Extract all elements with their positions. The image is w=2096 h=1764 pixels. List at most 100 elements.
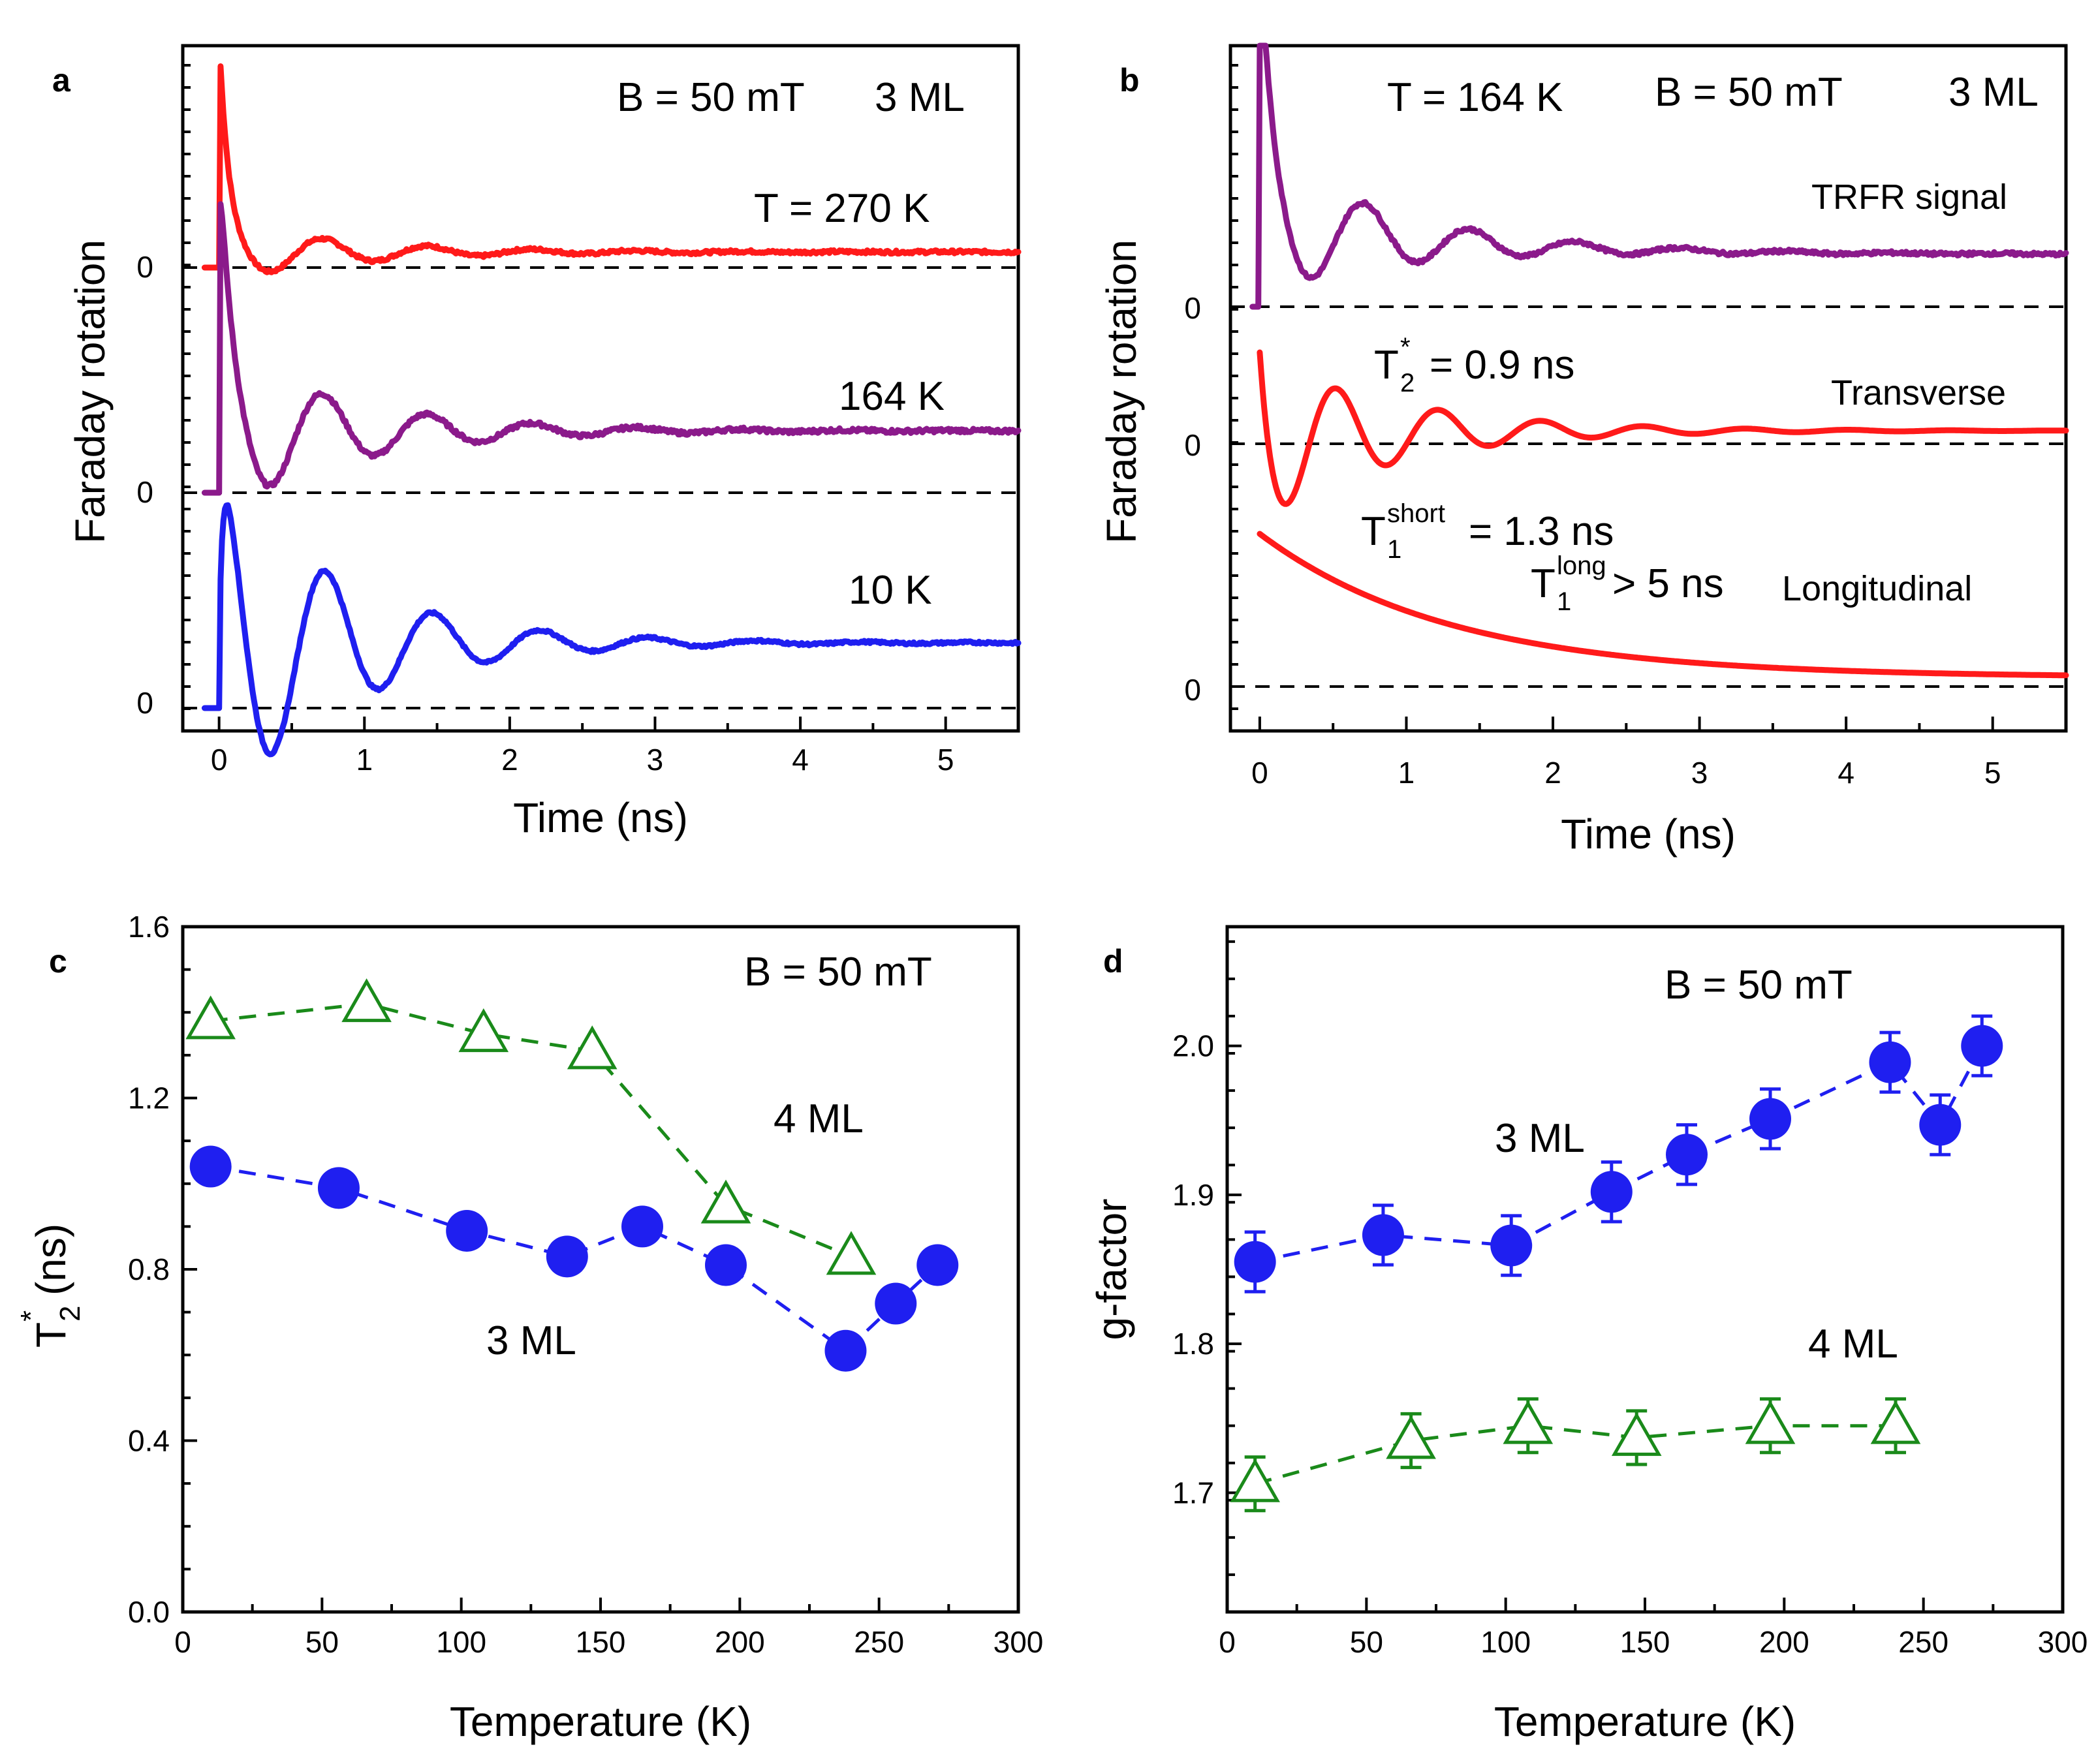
panel-d-x-axis-label: Temperature (K) [1494, 1698, 1796, 1745]
panel-b-t1-long-annotation: T 1 long > 5 ns [1531, 551, 1724, 616]
panel-d-x-tick-label: 300 [2038, 1625, 2088, 1659]
svg-text:short: short [1387, 499, 1445, 528]
panel-c-point-triangle [826, 1231, 877, 1275]
panel-c-point-triangle [567, 1025, 618, 1070]
panel-b-zero-lines [1230, 305, 2066, 688]
panel-c-series [185, 978, 959, 1372]
panel-d-y-tick-label: 1.7 [1172, 1476, 1214, 1509]
panel-a-trace-purple [201, 201, 1022, 496]
panel-d-point-circle [1919, 1104, 1962, 1146]
panel-a-traces [201, 63, 1022, 758]
panel-b-label: b [1119, 62, 1140, 99]
panel-b-x-tick-label: 2 [1544, 756, 1561, 790]
panel-c: c 0 50 100 150 200 250 300 0.0 0.4 0.8 1.2 1.6 B = … [15, 910, 1043, 1745]
svg-text:1: 1 [1557, 587, 1571, 616]
panel-a-x-tick-label: 5 [937, 743, 954, 777]
panel-b-temperature-annotation: T = 164 K [1387, 75, 1563, 120]
panel-a-x-tick-label: 1 [356, 743, 373, 777]
panel-c-point-circle [317, 1167, 360, 1209]
panel-d-point-circle [1362, 1214, 1404, 1256]
panel-a-thickness-annotation: 3 ML [875, 75, 965, 120]
svg-text:= 1.3 ns: = 1.3 ns [1469, 509, 1614, 554]
panel-b-zero-label-transverse: 0 [1184, 428, 1201, 462]
svg-text:T: T [1374, 343, 1399, 388]
panel-c-point-circle [546, 1235, 588, 1278]
panel-c-label-4ml: 4 ML [774, 1096, 864, 1141]
panel-a-label: a [52, 62, 71, 99]
panel-b-longitudinal-fit [1257, 531, 2069, 679]
panel-d-label-3ml: 3 ML [1495, 1116, 1585, 1161]
panel-b-t2-annotation: T 2 * = 0.9 ns [1374, 333, 1574, 397]
panel-c-point-triangle [458, 1008, 509, 1053]
panel-c-y-tick-label: 1.2 [128, 1081, 170, 1115]
panel-a-x-tick-label: 0 [211, 743, 228, 777]
panel-b-x-tick-label: 4 [1838, 756, 1854, 790]
svg-text:*: * [15, 1310, 47, 1322]
panel-d-x-tick-label: 250 [1898, 1625, 1948, 1659]
panel-c-x-tick-label: 250 [854, 1625, 904, 1659]
panel-a-trace-red [201, 63, 1022, 275]
panel-c-frame [181, 925, 1020, 1614]
svg-text:2: 2 [1400, 369, 1415, 397]
panel-c-label: c [49, 943, 67, 980]
panel-c-y-tick-label: 1.6 [128, 910, 170, 944]
panel-a-x-tick-label: 3 [647, 743, 664, 777]
panel-d-series [1230, 1014, 2003, 1513]
panel-d-point-triangle [1870, 1400, 1921, 1444]
panel-d-x-tick-label: 100 [1480, 1625, 1531, 1659]
panel-a-field-annotation: B = 50 mT [617, 75, 805, 120]
svg-text:2: 2 [54, 1306, 86, 1322]
panel-d-point-triangle [1386, 1415, 1436, 1459]
panel-b-x-ticks: 0 1 2 3 4 5 [1230, 64, 2001, 790]
panel-c-x-tick-label: 150 [576, 1625, 626, 1659]
panel-c-point-circle [824, 1329, 867, 1372]
panel-c-point-triangle [341, 978, 392, 1023]
panel-a-series-label-164k: 164 K [839, 374, 945, 419]
panel-d-point-circle [1749, 1098, 1791, 1140]
panel-d-y-tick-label: 1.8 [1172, 1327, 1214, 1361]
panel-d-label: d [1103, 943, 1123, 980]
panel-d-frame [1225, 925, 2065, 1614]
panel-b-longitudinal-label: Longitudinal [1782, 569, 1972, 608]
panel-c-point-triangle [185, 995, 236, 1040]
panel-b-trfr-trace [1249, 42, 2069, 310]
panel-b-t1-short-annotation: T 1 short = 1.3 ns [1361, 499, 1614, 564]
panel-d-point-circle [1961, 1025, 2003, 1067]
panel-d-point-circle [1869, 1041, 1911, 1083]
panel-d-x-tick-label: 200 [1759, 1625, 1809, 1659]
panel-d-ticks: 0 50 100 150 200 250 300 1.7 1.8 1.9 2.0 [1172, 940, 2088, 1659]
panel-c-y-axis-label: T 2 * (ns) [15, 1224, 86, 1348]
panel-c-point-circle [189, 1145, 232, 1188]
panel-b-transverse-label: Transverse [1831, 373, 2006, 412]
panel-b-x-tick-label: 0 [1251, 756, 1268, 790]
panel-b-zero-label-longitudinal: 0 [1184, 673, 1201, 707]
panel-b-x-tick-label: 1 [1398, 756, 1415, 790]
panel-c-x-tick-label: 100 [436, 1625, 486, 1659]
panel-b-field-annotation: B = 50 mT [1655, 70, 1843, 115]
panel-b-x-tick-label: 5 [1984, 756, 2001, 790]
panel-a-series-label-270k: T = 270 K [754, 186, 930, 231]
panel-d-point-triangle [1503, 1400, 1554, 1444]
panel-c-point-circle [875, 1282, 917, 1325]
panel-c-ticks: 0 50 100 150 200 250 300 0.0 0.4 0.8 1.2 1.6 [128, 910, 1043, 1659]
panel-d-point-circle [1590, 1171, 1633, 1213]
panel-d: d 0 50 100 150 200 250 300 1.7 1.8 1.9 2.0 B = 50 … [1088, 925, 2088, 1745]
panel-c-point-circle [621, 1205, 663, 1248]
panel-c-y-tick-label: 0.4 [128, 1424, 170, 1458]
svg-text:1: 1 [1387, 535, 1401, 564]
svg-text:T: T [1361, 509, 1386, 554]
panel-d-point-triangle [1745, 1400, 1796, 1444]
panel-c-y-tick-label: 0.8 [128, 1252, 170, 1286]
panel-a-x-tick-label: 2 [501, 743, 518, 777]
panel-b-frame [1228, 44, 2068, 733]
panel-c-x-tick-label: 50 [305, 1625, 339, 1659]
panel-d-point-circle [1234, 1241, 1276, 1283]
panel-d-x-tick-label: 150 [1620, 1625, 1670, 1659]
svg-text:= 0.9 ns: = 0.9 ns [1430, 343, 1574, 388]
panel-a-x-tick-label: 4 [792, 743, 809, 777]
panel-c-x-tick-label: 0 [174, 1625, 191, 1659]
panel-d-point-circle [1666, 1134, 1708, 1176]
svg-text:long: long [1557, 551, 1606, 580]
panel-a-series-label-10k: 10 K [849, 568, 932, 613]
